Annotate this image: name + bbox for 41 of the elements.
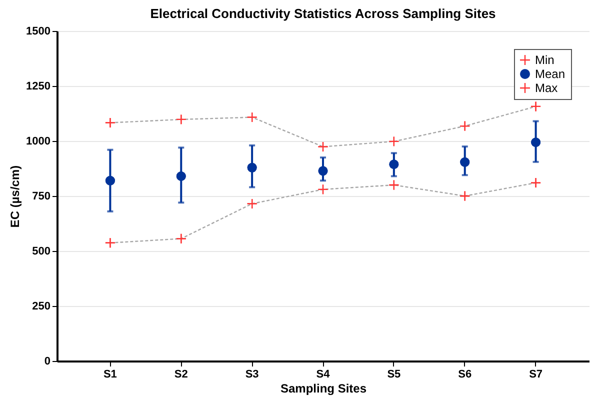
point [318, 184, 328, 194]
y-tick-label: 750 [32, 190, 50, 202]
point [389, 180, 399, 190]
point [389, 136, 399, 146]
y-tick-label: 1250 [26, 80, 50, 92]
chart-title: Electrical Conductivity Statistics Across Sampling Sites [150, 6, 496, 21]
y-tick-label: 1000 [26, 136, 50, 148]
point [105, 176, 115, 186]
y-tick-label: 0 [44, 356, 50, 368]
point [176, 114, 186, 124]
point [389, 160, 399, 170]
point [105, 238, 115, 248]
x-tick-label: S4 [316, 368, 331, 380]
point [531, 102, 541, 112]
point [460, 121, 470, 131]
point [176, 171, 186, 181]
point [105, 118, 115, 128]
point [247, 162, 257, 172]
point [460, 191, 470, 201]
point [531, 138, 541, 148]
x-tick-label: S7 [529, 368, 543, 380]
legend-label: Min [535, 53, 554, 67]
x-tick-label: S2 [174, 368, 188, 380]
x-tick-label: S6 [458, 368, 472, 380]
y-tick-label: 500 [32, 246, 50, 258]
point [247, 198, 257, 208]
point [318, 142, 328, 152]
y-tick-label: 1500 [26, 26, 50, 38]
x-tick-label: S3 [245, 368, 259, 380]
point [318, 166, 328, 176]
legend-label: Mean [535, 67, 566, 81]
point [176, 234, 186, 244]
legend-label: Max [535, 81, 558, 95]
y-tick-label: 250 [32, 300, 50, 312]
point [460, 157, 470, 167]
x-tick-label: S5 [387, 368, 401, 380]
point [247, 112, 257, 122]
x-axis-title: Sampling Sites [280, 382, 367, 396]
y-axis-title: EC (µs/cm) [8, 165, 22, 228]
x-tick-label: S1 [103, 368, 117, 380]
point [531, 178, 541, 188]
